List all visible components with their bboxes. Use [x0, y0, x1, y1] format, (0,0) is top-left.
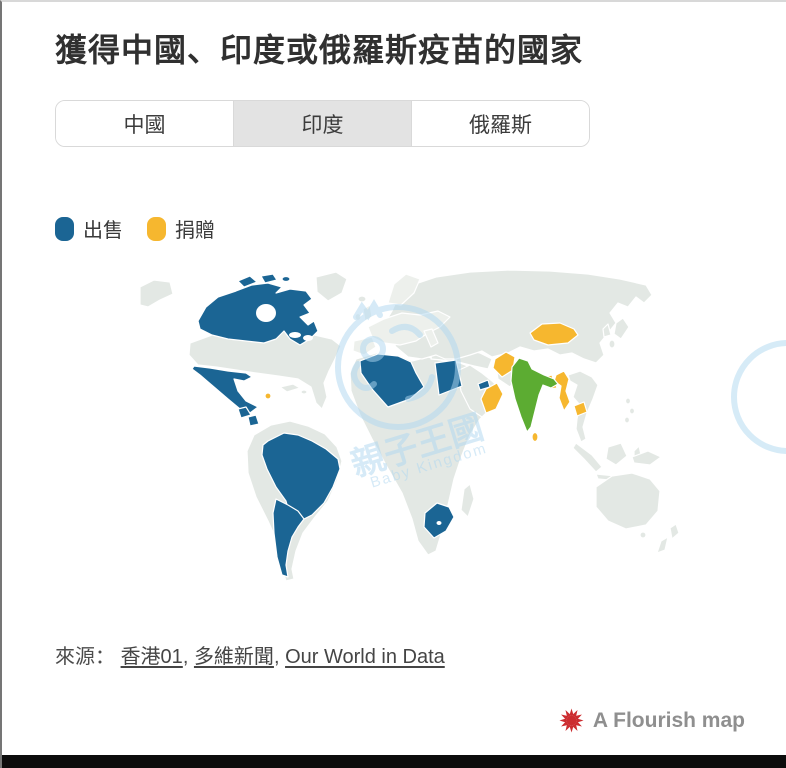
landmass-new-guinea	[631, 450, 662, 466]
legend-swatch-donated	[147, 216, 166, 241]
landmass-australia	[595, 472, 661, 530]
great-lakes-2	[303, 335, 313, 341]
watermark-logo-strokes	[335, 299, 786, 454]
watermark-curl-3	[389, 323, 423, 338]
lesotho-gap	[436, 521, 442, 525]
source-link-dwnews[interactable]: 多維新聞	[193, 646, 274, 668]
landmass-new-zealand-south	[656, 536, 669, 554]
country-guatemala[interactable]	[237, 406, 252, 419]
landmass-sumatra	[572, 442, 603, 473]
source-separator-2: ,	[273, 646, 286, 668]
landmass-borneo	[605, 442, 628, 466]
hudson-bay	[256, 304, 276, 322]
country-argentina-uruguay[interactable]	[272, 498, 305, 578]
sold-countries[interactable]	[191, 273, 491, 578]
landmass-cuba	[279, 383, 301, 393]
source-separator-1: ,	[182, 646, 194, 668]
landmass-philippines-3	[623, 416, 631, 424]
tab-russia[interactable]: 俄羅斯	[411, 101, 589, 146]
flourish-starburst	[559, 708, 584, 733]
legend-swatch-sold	[55, 216, 74, 241]
watermark-crown	[353, 299, 383, 321]
legend-item-sold[interactable]: 出售	[55, 214, 123, 243]
flourish-logo-icon	[559, 708, 584, 733]
country-mongolia[interactable]	[529, 322, 579, 346]
landmass-japan	[613, 317, 630, 340]
source-line: 來源： 香港01, 多維新聞, Our World in Data	[55, 640, 786, 669]
inland-water	[256, 304, 442, 525]
country-caribbean-island[interactable]	[264, 392, 272, 400]
country-south-africa[interactable]	[423, 502, 455, 539]
legend-item-donated[interactable]: 捐贈	[147, 214, 215, 243]
watermark-curl-2	[351, 361, 377, 391]
landmass-japan-south	[608, 339, 616, 349]
country-morocco-algeria[interactable]	[359, 353, 425, 408]
watermark-circle-partial-right	[731, 340, 786, 454]
landmass-alaska	[140, 279, 174, 308]
screenshot-bottom-bar	[2, 755, 786, 768]
landmass-tasmania	[639, 531, 647, 539]
flourish-attribution[interactable]: A Flourish map	[2, 707, 745, 734]
legend-label-donated: 捐贈	[175, 220, 215, 242]
country-mexico[interactable]	[191, 365, 259, 414]
country-sri-lanka[interactable]	[531, 431, 539, 443]
self-country[interactable]	[510, 357, 559, 433]
country-cambodia[interactable]	[573, 401, 588, 417]
legend-label-sold: 出售	[83, 220, 123, 242]
landmass-greenland	[315, 271, 348, 302]
watermark-curl-1	[360, 336, 386, 362]
country-canada-arctic-3[interactable]	[281, 275, 291, 283]
country-nicaragua[interactable]	[247, 414, 260, 427]
landmass-italy	[423, 328, 439, 348]
landmass-iceland	[357, 295, 367, 303]
country-canada-arctic-2[interactable]	[260, 273, 278, 284]
source-link-owid[interactable]: Our World in Data	[285, 646, 445, 668]
country-myanmar[interactable]	[553, 370, 571, 412]
watermark-curl-4	[405, 374, 435, 402]
landmass-philippines-2	[628, 407, 636, 415]
view-tabs: 中國 印度 俄羅斯	[55, 100, 590, 147]
donated-countries[interactable]	[264, 322, 588, 443]
map-legend: 出售 捐贈	[55, 214, 786, 243]
country-canada-arctic-1[interactable]	[237, 275, 258, 288]
country-brazil[interactable]	[261, 432, 341, 522]
tab-china[interactable]: 中國	[56, 101, 233, 146]
country-india[interactable]	[510, 357, 559, 433]
landmass-madagascar	[460, 483, 475, 518]
flourish-label: A Flourish map	[592, 708, 745, 732]
watermark-circle	[335, 304, 461, 430]
world-choropleth-map[interactable]: 親子王國 Baby Kingdom	[140, 269, 786, 604]
country-oman[interactable]	[480, 382, 504, 414]
great-lakes-1	[289, 332, 301, 338]
page-title: 獲得中國、印度或俄羅斯疫苗的國家	[55, 32, 584, 68]
source-link-hk01[interactable]: 香港01	[120, 646, 183, 668]
legend-swatch-donated-rect	[147, 216, 166, 241]
landmass-new-zealand-north	[669, 523, 680, 540]
tab-india[interactable]: 印度	[233, 101, 411, 146]
landmass-korea	[602, 323, 612, 338]
landmass-philippines-1	[624, 397, 632, 405]
landmass-hispaniola	[300, 389, 308, 395]
legend-swatch-sold-rect	[55, 216, 74, 241]
source-prefix: 來源：	[55, 646, 115, 668]
